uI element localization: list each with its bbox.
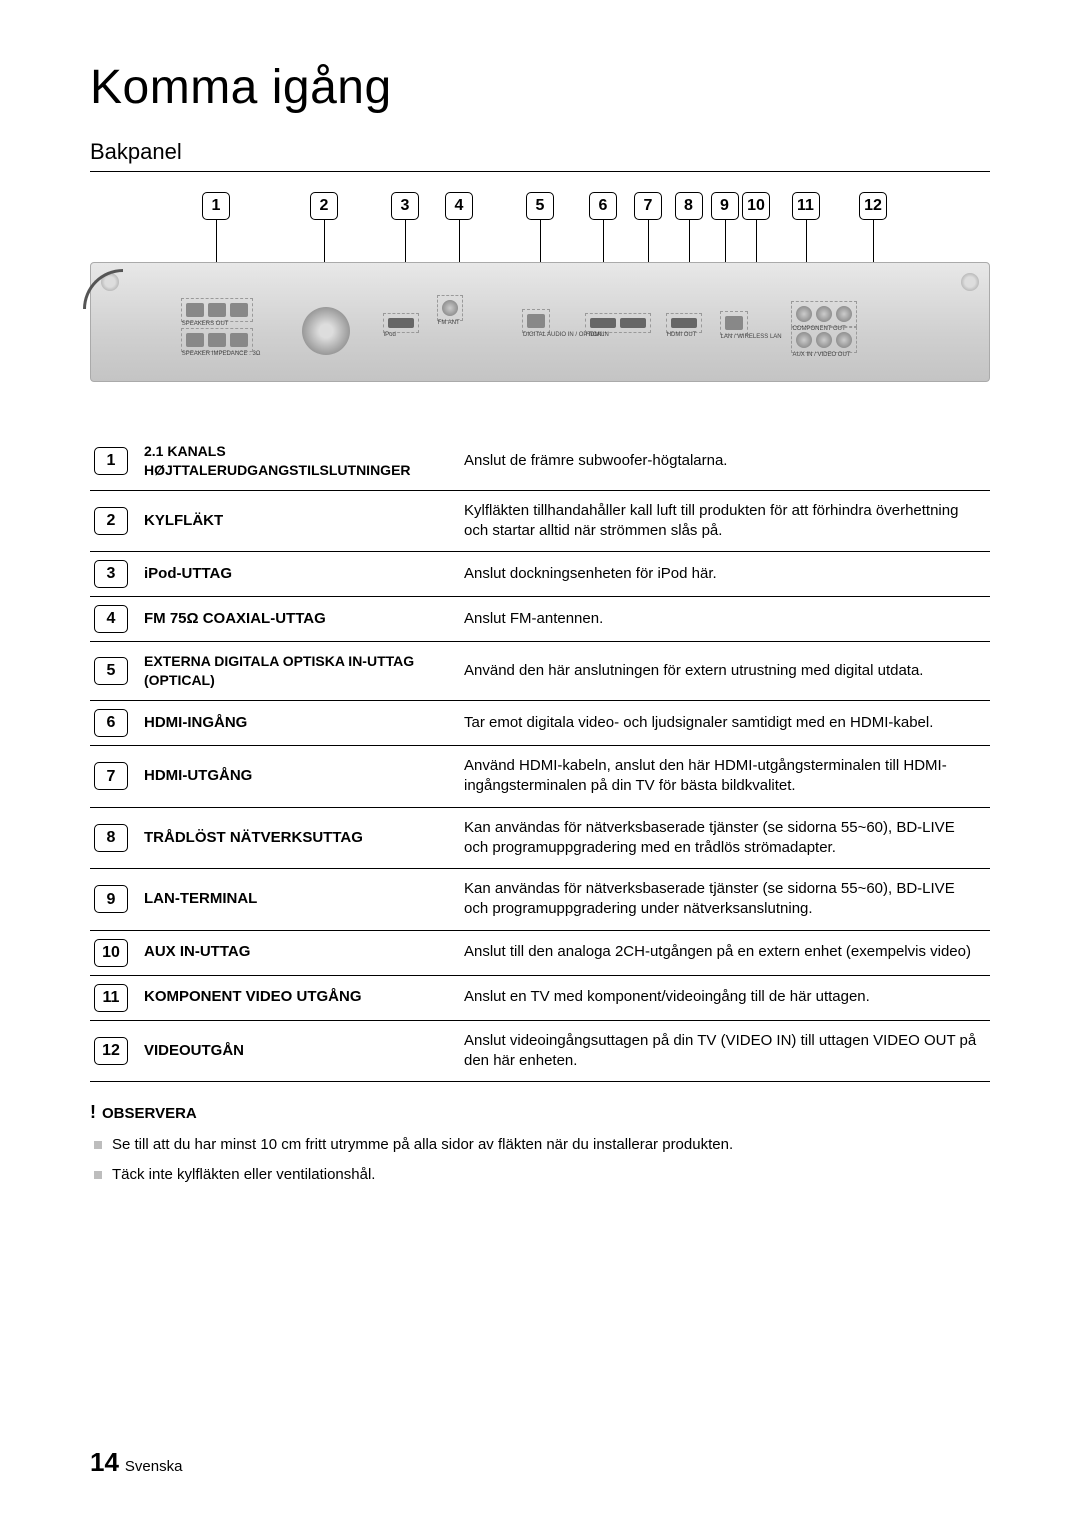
row-number: 5 bbox=[94, 657, 128, 685]
row-label: TRÅDLÖST NÄTVERKSUTTAG bbox=[136, 807, 456, 869]
spec-table: 1 2.1 KANALS HØJTTALERUDGANGSTILSLUTNINGE… bbox=[90, 432, 990, 1082]
port-group: HDMI OUT bbox=[666, 313, 702, 333]
page-number: 14 bbox=[90, 1447, 119, 1477]
row-number: 8 bbox=[94, 824, 128, 852]
callout-box: 10 bbox=[742, 192, 770, 220]
row-description: Använd den här anslutningen för extern u… bbox=[456, 642, 990, 701]
note-heading: !OBSERVERA bbox=[90, 1102, 990, 1123]
row-label: iPod-UTTAG bbox=[136, 552, 456, 597]
note-item: Täck inte kylfläkten eller ventilationsh… bbox=[94, 1163, 990, 1187]
page-footer: 14 Svenska bbox=[90, 1447, 990, 1478]
row-label: AUX IN-UTTAG bbox=[136, 930, 456, 975]
row-number: 11 bbox=[94, 984, 128, 1012]
row-number: 6 bbox=[94, 709, 128, 737]
callout-box: 5 bbox=[526, 192, 554, 220]
row-label: 2.1 KANALS HØJTTALERUDGANGSTILSLUTNINGER bbox=[136, 432, 456, 490]
table-row: 1 2.1 KANALS HØJTTALERUDGANGSTILSLUTNINGE… bbox=[90, 432, 990, 490]
port-group: HDMI IN bbox=[585, 313, 651, 333]
port-group: iPod bbox=[383, 313, 419, 333]
table-row: 6 HDMI-INGÅNGTar emot digitala video- och… bbox=[90, 701, 990, 746]
port-group: COMPONENT OUT bbox=[791, 301, 857, 327]
table-row: 9 LAN-TERMINALKan användas för nätverksba… bbox=[90, 869, 990, 931]
row-label: EXTERNA DIGITALA OPTISKA IN-UTTAG (OPTIC… bbox=[136, 642, 456, 701]
callout-box: 3 bbox=[391, 192, 419, 220]
callout-box: 9 bbox=[711, 192, 739, 220]
row-description: Kan användas för nätverksbaserade tjänst… bbox=[456, 869, 990, 931]
port-group: AUX IN / VIDEO OUT bbox=[791, 327, 857, 353]
row-number: 12 bbox=[94, 1037, 128, 1065]
table-row: 11 KOMPONENT VIDEO UTGÅNGAnslut en TV med… bbox=[90, 975, 990, 1020]
callout-box: 1 bbox=[202, 192, 230, 220]
note-item: Se till att du har minst 10 cm fritt utr… bbox=[94, 1133, 990, 1157]
row-description: Kylfläkten tillhandahåller kall luft til… bbox=[456, 490, 990, 552]
row-label: HDMI-INGÅNG bbox=[136, 701, 456, 746]
callout-box: 11 bbox=[792, 192, 820, 220]
row-label: KOMPONENT VIDEO UTGÅNG bbox=[136, 975, 456, 1020]
device-illustration: SPEAKERS OUT SPEAKER IMPEDANCE : 3Ω iPod FM… bbox=[90, 262, 990, 382]
table-row: 3 iPod-UTTAGAnslut dockningsenheten för i… bbox=[90, 552, 990, 597]
port-group: LAN / WIRELESS LAN bbox=[720, 311, 748, 335]
row-number: 3 bbox=[94, 560, 128, 588]
row-number: 2 bbox=[94, 507, 128, 535]
row-number: 10 bbox=[94, 939, 128, 967]
row-description: Tar emot digitala video- och ljudsignale… bbox=[456, 701, 990, 746]
port-group: FM ANT bbox=[437, 295, 463, 321]
callout-box: 12 bbox=[859, 192, 887, 220]
row-description: Anslut de främre subwoofer-högtalarna. bbox=[456, 432, 990, 490]
row-label: HDMI-UTGÅNG bbox=[136, 746, 456, 808]
row-description: Anslut en TV med komponent/videoingång t… bbox=[456, 975, 990, 1020]
row-label: VIDEOUTGÅN bbox=[136, 1020, 456, 1082]
callout-box: 7 bbox=[634, 192, 662, 220]
row-description: Anslut videoingångsuttagen på din TV (VI… bbox=[456, 1020, 990, 1082]
row-number: 4 bbox=[94, 605, 128, 633]
row-description: Anslut FM-antennen. bbox=[456, 597, 990, 642]
callout-row: 123456789101112 bbox=[90, 192, 990, 232]
port-group: DIGITAL AUDIO IN / OPTICAL bbox=[522, 309, 550, 333]
note-list: Se till att du har minst 10 cm fritt utr… bbox=[90, 1133, 990, 1187]
row-number: 7 bbox=[94, 762, 128, 790]
row-description: Anslut dockningsenheten för iPod här. bbox=[456, 552, 990, 597]
page-lang: Svenska bbox=[125, 1458, 183, 1475]
table-row: 8 TRÅDLÖST NÄTVERKSUTTAGKan användas för … bbox=[90, 807, 990, 869]
row-description: Anslut till den analoga 2CH-utgången på … bbox=[456, 930, 990, 975]
callout-box: 6 bbox=[589, 192, 617, 220]
row-label: FM 75Ω COAXIAL-UTTAG bbox=[136, 597, 456, 642]
row-label: KYLFLÄKT bbox=[136, 490, 456, 552]
table-row: 2 KYLFLÄKTKylfläkten tillhandahåller kall… bbox=[90, 490, 990, 552]
table-row: 5 EXTERNA DIGITALA OPTISKA IN-UTTAG (OPTI… bbox=[90, 642, 990, 701]
row-description: Kan användas för nätverksbaserade tjänst… bbox=[456, 807, 990, 869]
row-number: 1 bbox=[94, 447, 128, 475]
row-number: 9 bbox=[94, 885, 128, 913]
exclamation-icon: ! bbox=[90, 1102, 96, 1123]
table-row: 7 HDMI-UTGÅNGAnvänd HDMI-kabeln, anslut d… bbox=[90, 746, 990, 808]
section-title: Bakpanel bbox=[90, 139, 990, 172]
table-row: 12 VIDEOUTGÅNAnslut videoingångsuttagen p… bbox=[90, 1020, 990, 1082]
rear-panel-diagram: 123456789101112 SPEAKERS OUTSPEAKER IMPE… bbox=[90, 192, 990, 382]
callout-box: 4 bbox=[445, 192, 473, 220]
callout-box: 2 bbox=[310, 192, 338, 220]
row-label: LAN-TERMINAL bbox=[136, 869, 456, 931]
port-group: SPEAKER IMPEDANCE : 3Ω bbox=[181, 328, 253, 352]
port-group: SPEAKERS OUT bbox=[181, 298, 253, 322]
table-row: 10 AUX IN-UTTAGAnslut till den analoga 2C… bbox=[90, 930, 990, 975]
power-cable bbox=[83, 269, 123, 309]
port-group bbox=[298, 303, 354, 359]
page-title: Komma igång bbox=[90, 60, 990, 115]
callout-box: 8 bbox=[675, 192, 703, 220]
row-description: Använd HDMI-kabeln, anslut den här HDMI-… bbox=[456, 746, 990, 808]
table-row: 4 FM 75Ω COAXIAL-UTTAGAnslut FM-antennen. bbox=[90, 597, 990, 642]
